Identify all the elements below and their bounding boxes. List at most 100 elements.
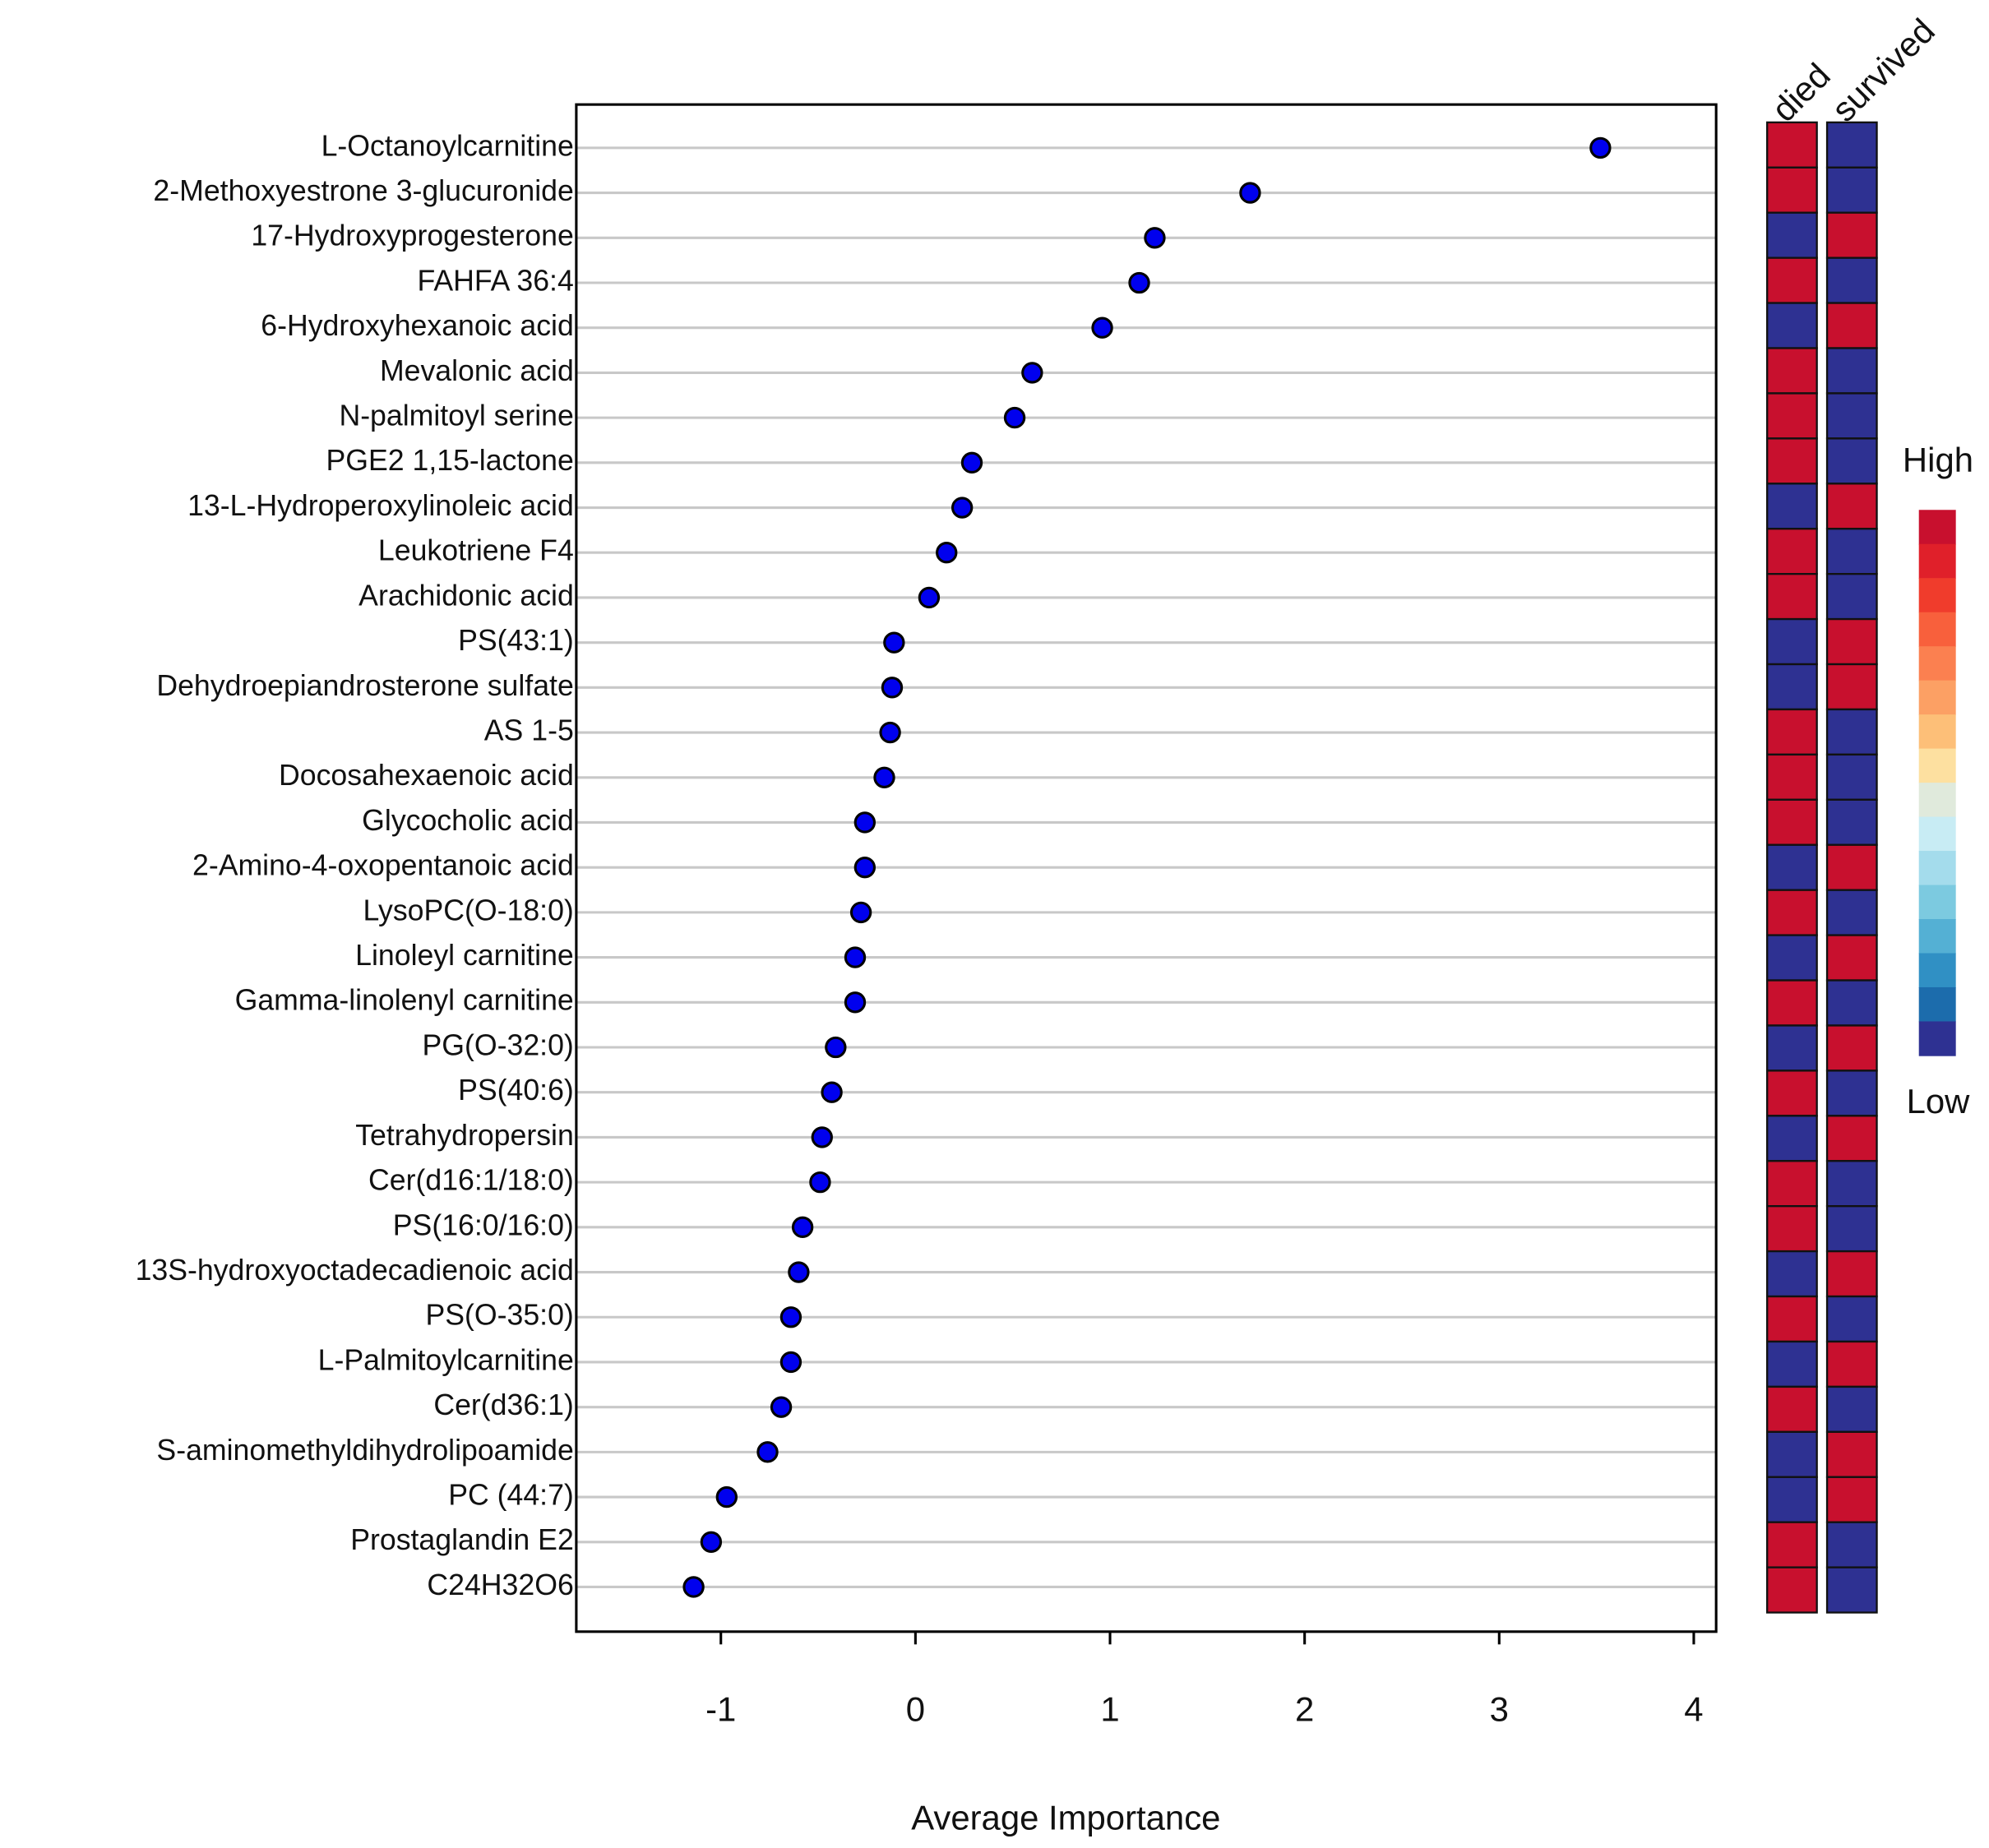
y-tick-label: Docosahexaenoic acid [279, 759, 574, 792]
heatmap-cell [1825, 843, 1878, 891]
heatmap-cell [1825, 1160, 1878, 1208]
x-tick-label: -1 [705, 1690, 736, 1729]
dot [883, 631, 905, 654]
legend-low: Low [1907, 1082, 1971, 1120]
heatmap-cell [1825, 753, 1878, 801]
colorbar-segment [1918, 986, 1956, 1023]
heatmap-cell [1825, 934, 1878, 982]
heatmap-cell [1766, 889, 1818, 936]
y-tick-label: Glycocholic acid [362, 804, 574, 837]
heatmap-cell [1766, 166, 1818, 214]
heatmap-cell [1825, 437, 1878, 485]
dot [700, 1531, 723, 1553]
y-tick-label: L-Palmitoylcarnitine [318, 1343, 574, 1376]
x-tick-label: 3 [1490, 1690, 1509, 1729]
heatmap-cell [1766, 1205, 1818, 1253]
dot [1003, 406, 1026, 429]
dot [873, 766, 895, 788]
heatmap-cell [1825, 1070, 1878, 1117]
y-tick-label: PG(O-32:0) [423, 1028, 574, 1061]
x-tick-label: 4 [1684, 1690, 1703, 1729]
dot [779, 1306, 803, 1328]
dot [960, 451, 983, 474]
dot [853, 811, 877, 834]
dot [791, 1216, 814, 1239]
heatmap-cell [1766, 1521, 1818, 1568]
y-tick-label: LysoPC(O-18:0) [363, 894, 574, 926]
y-tick-label: C24H32O6 [427, 1568, 573, 1601]
heatmap-cell [1825, 573, 1878, 621]
colorbar-segment [1918, 714, 1956, 750]
y-tick-label: Tetrahydropersin [355, 1119, 574, 1152]
heatmap-cell [1825, 1205, 1878, 1253]
heatmap-cell [1825, 1566, 1878, 1614]
colorbar-segment [1918, 680, 1956, 715]
y-tick-label: Leukotriene F4 [378, 534, 574, 567]
heatmap-cell [1825, 347, 1878, 395]
heatmap-cell [1766, 347, 1818, 395]
colorbar-segment [1918, 578, 1956, 613]
heatmap-cell [1825, 1250, 1878, 1298]
heatmap-cell [1825, 483, 1878, 530]
heatmap-cell [1766, 1430, 1818, 1478]
heatmap-cell [1766, 1476, 1818, 1523]
y-tick-label: PS(16:0/16:0) [393, 1208, 574, 1241]
heatmap-cell [1825, 1115, 1878, 1162]
heatmap-cell [1825, 979, 1878, 1027]
dot [1144, 227, 1166, 249]
dot [1589, 136, 1612, 159]
dot [1128, 271, 1150, 294]
y-tick-label: Cer(d16:1/18:0) [368, 1164, 574, 1197]
colorbar-segment [1918, 646, 1956, 681]
colorbar-segment [1918, 510, 1956, 545]
y-tick-label: 2-Methoxyestrone 3-glucuronide [153, 174, 573, 207]
y-tick-label: 13S-hydroxyoctadecadienoic acid [136, 1254, 574, 1287]
heatmap-cell [1766, 979, 1818, 1027]
heatmap-cell [1825, 302, 1878, 349]
dot [849, 901, 872, 924]
heatmap-cell [1766, 1115, 1818, 1162]
y-tick-label: Arachidonic acid [358, 579, 574, 612]
colorbar-segment [1918, 816, 1956, 852]
colorbar-segment [1918, 748, 1956, 783]
colorbar-segment [1918, 885, 1956, 920]
y-tick-label: L-Octanoylcarnitine [321, 129, 574, 162]
dot [682, 1576, 705, 1598]
heatmap-cell [1825, 1024, 1878, 1072]
y-tick-label: PGE2 1,15-lactone [326, 444, 573, 477]
y-tick-label: Prostaglandin E2 [350, 1523, 574, 1556]
legend-high: High [1903, 441, 1973, 479]
heatmap-cell [1825, 1340, 1878, 1388]
heatmap-cell [1766, 708, 1818, 756]
heatmap-cell [1766, 1024, 1818, 1072]
heatmap-cell [1825, 889, 1878, 936]
y-tick-label: Gamma-linolenyl carnitine [235, 984, 574, 1017]
colorbar-segment [1918, 543, 1956, 579]
y-tick-label: AS 1-5 [484, 714, 574, 746]
heatmap-cell [1766, 437, 1818, 485]
heatmap-cell [1766, 1385, 1818, 1434]
heatmap-cell [1825, 1430, 1878, 1478]
heatmap-cell [1766, 483, 1818, 530]
heatmap-cell [1766, 1070, 1818, 1117]
dot [844, 991, 867, 1014]
heatmap-cell [1766, 256, 1818, 304]
y-tick-label: FAHFA 36:4 [418, 264, 574, 297]
x-tick-label: 1 [1100, 1690, 1119, 1729]
dot [1239, 182, 1261, 204]
heatmap-cell [1825, 708, 1878, 756]
y-tick-label: N-palmitoyl serine [339, 400, 573, 432]
y-tick-label: Dehydroepiandrosterone sulfate [156, 669, 573, 702]
colorbar-segment [1918, 953, 1956, 988]
heatmap-cell [1766, 528, 1818, 575]
plot-frame [575, 103, 1718, 1633]
heatmap-cell [1825, 1476, 1878, 1523]
dot [879, 721, 901, 744]
heatmap-cell [1825, 1385, 1878, 1434]
heatmap-cell [1766, 798, 1818, 846]
dot [821, 1081, 843, 1103]
dot [825, 1036, 847, 1059]
y-tick-label: PS(43:1) [458, 624, 574, 657]
